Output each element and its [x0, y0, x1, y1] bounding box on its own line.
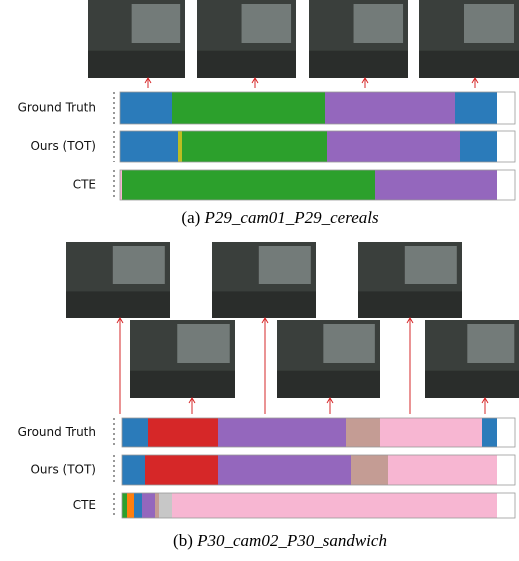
segment [122, 455, 145, 485]
segment [122, 170, 375, 200]
segment [218, 455, 351, 485]
arrow-head [188, 397, 196, 404]
photo-light [464, 4, 514, 43]
segment [375, 170, 497, 200]
segment [327, 131, 460, 162]
segment [172, 493, 497, 518]
caption-name: P30_cam02_P30_sandwich [196, 531, 387, 550]
photo-light [258, 246, 311, 284]
segment [346, 418, 380, 447]
caption: (a) P29_cam01_P29_cereals [181, 208, 379, 227]
arrow-head [481, 397, 489, 404]
bar-outline [119, 130, 516, 163]
segment [122, 493, 127, 518]
segment [460, 131, 497, 162]
segment [134, 493, 142, 518]
bar-outline [121, 417, 516, 448]
segment [120, 131, 178, 162]
caption-prefix: (b) [173, 531, 193, 550]
photo-counter [419, 50, 519, 78]
segment [497, 455, 515, 485]
photo [130, 320, 235, 398]
photo-counter [197, 50, 296, 78]
photo [309, 0, 408, 78]
segment [380, 418, 482, 447]
photo [425, 320, 519, 398]
photo-counter [66, 291, 170, 318]
photo-light [112, 246, 165, 284]
photo-counter [277, 370, 380, 398]
photo [212, 242, 316, 318]
caption: (b) P30_cam02_P30_sandwich [173, 531, 387, 550]
photo-counter [358, 291, 462, 318]
segment [127, 493, 134, 518]
segment [482, 418, 497, 447]
arrow-head [471, 77, 479, 84]
bar-outline [121, 454, 516, 486]
row-label: CTE [73, 498, 96, 512]
caption-prefix: (a) [181, 208, 200, 227]
photo [358, 242, 462, 318]
arrow-head [251, 77, 259, 84]
segment [182, 131, 327, 162]
segment [351, 455, 388, 485]
segment [497, 493, 515, 518]
segment [142, 493, 155, 518]
row-label: CTE [73, 178, 96, 192]
segment [155, 493, 159, 518]
segment [145, 455, 218, 485]
photo [277, 320, 380, 398]
arrow-head [144, 77, 152, 84]
segment [120, 170, 122, 200]
row-label: Ground Truth [18, 101, 96, 115]
photo-light [131, 4, 181, 43]
photo-counter [88, 50, 185, 78]
arrow-head [116, 317, 124, 324]
photo-counter [212, 291, 316, 318]
segment [497, 131, 515, 162]
arrow-head [326, 397, 334, 404]
segment [497, 170, 515, 200]
segment [178, 131, 182, 162]
photo-light [177, 324, 230, 363]
row-label: Ours (TOT) [30, 139, 96, 153]
segment [455, 92, 497, 124]
segment [218, 418, 346, 447]
photo-counter [130, 370, 235, 398]
caption-name: P29_cam01_P29_cereals [204, 208, 379, 227]
segment [172, 92, 325, 124]
bar-outline [119, 91, 516, 125]
segment [120, 92, 172, 124]
photo-light [353, 4, 404, 43]
arrow-head [361, 77, 369, 84]
photo-light [467, 324, 515, 363]
segment [122, 418, 148, 447]
photo [66, 242, 170, 318]
photo [88, 0, 185, 78]
photo [197, 0, 296, 78]
photo-light [323, 324, 375, 363]
segment [148, 418, 218, 447]
segment [497, 418, 515, 447]
segment [159, 493, 172, 518]
bar-outline [121, 492, 516, 519]
segment [497, 92, 515, 124]
row-label: Ground Truth [18, 425, 96, 439]
photo-counter [425, 370, 519, 398]
photo-light [404, 246, 457, 284]
arrow-head [261, 317, 269, 324]
arrow-head [406, 317, 414, 324]
row-label: Ours (TOT) [30, 463, 96, 477]
photo-light [241, 4, 292, 43]
segment [325, 92, 455, 124]
bar-outline [119, 169, 516, 201]
photo [419, 0, 519, 78]
segment [388, 455, 497, 485]
photo-counter [309, 50, 408, 78]
